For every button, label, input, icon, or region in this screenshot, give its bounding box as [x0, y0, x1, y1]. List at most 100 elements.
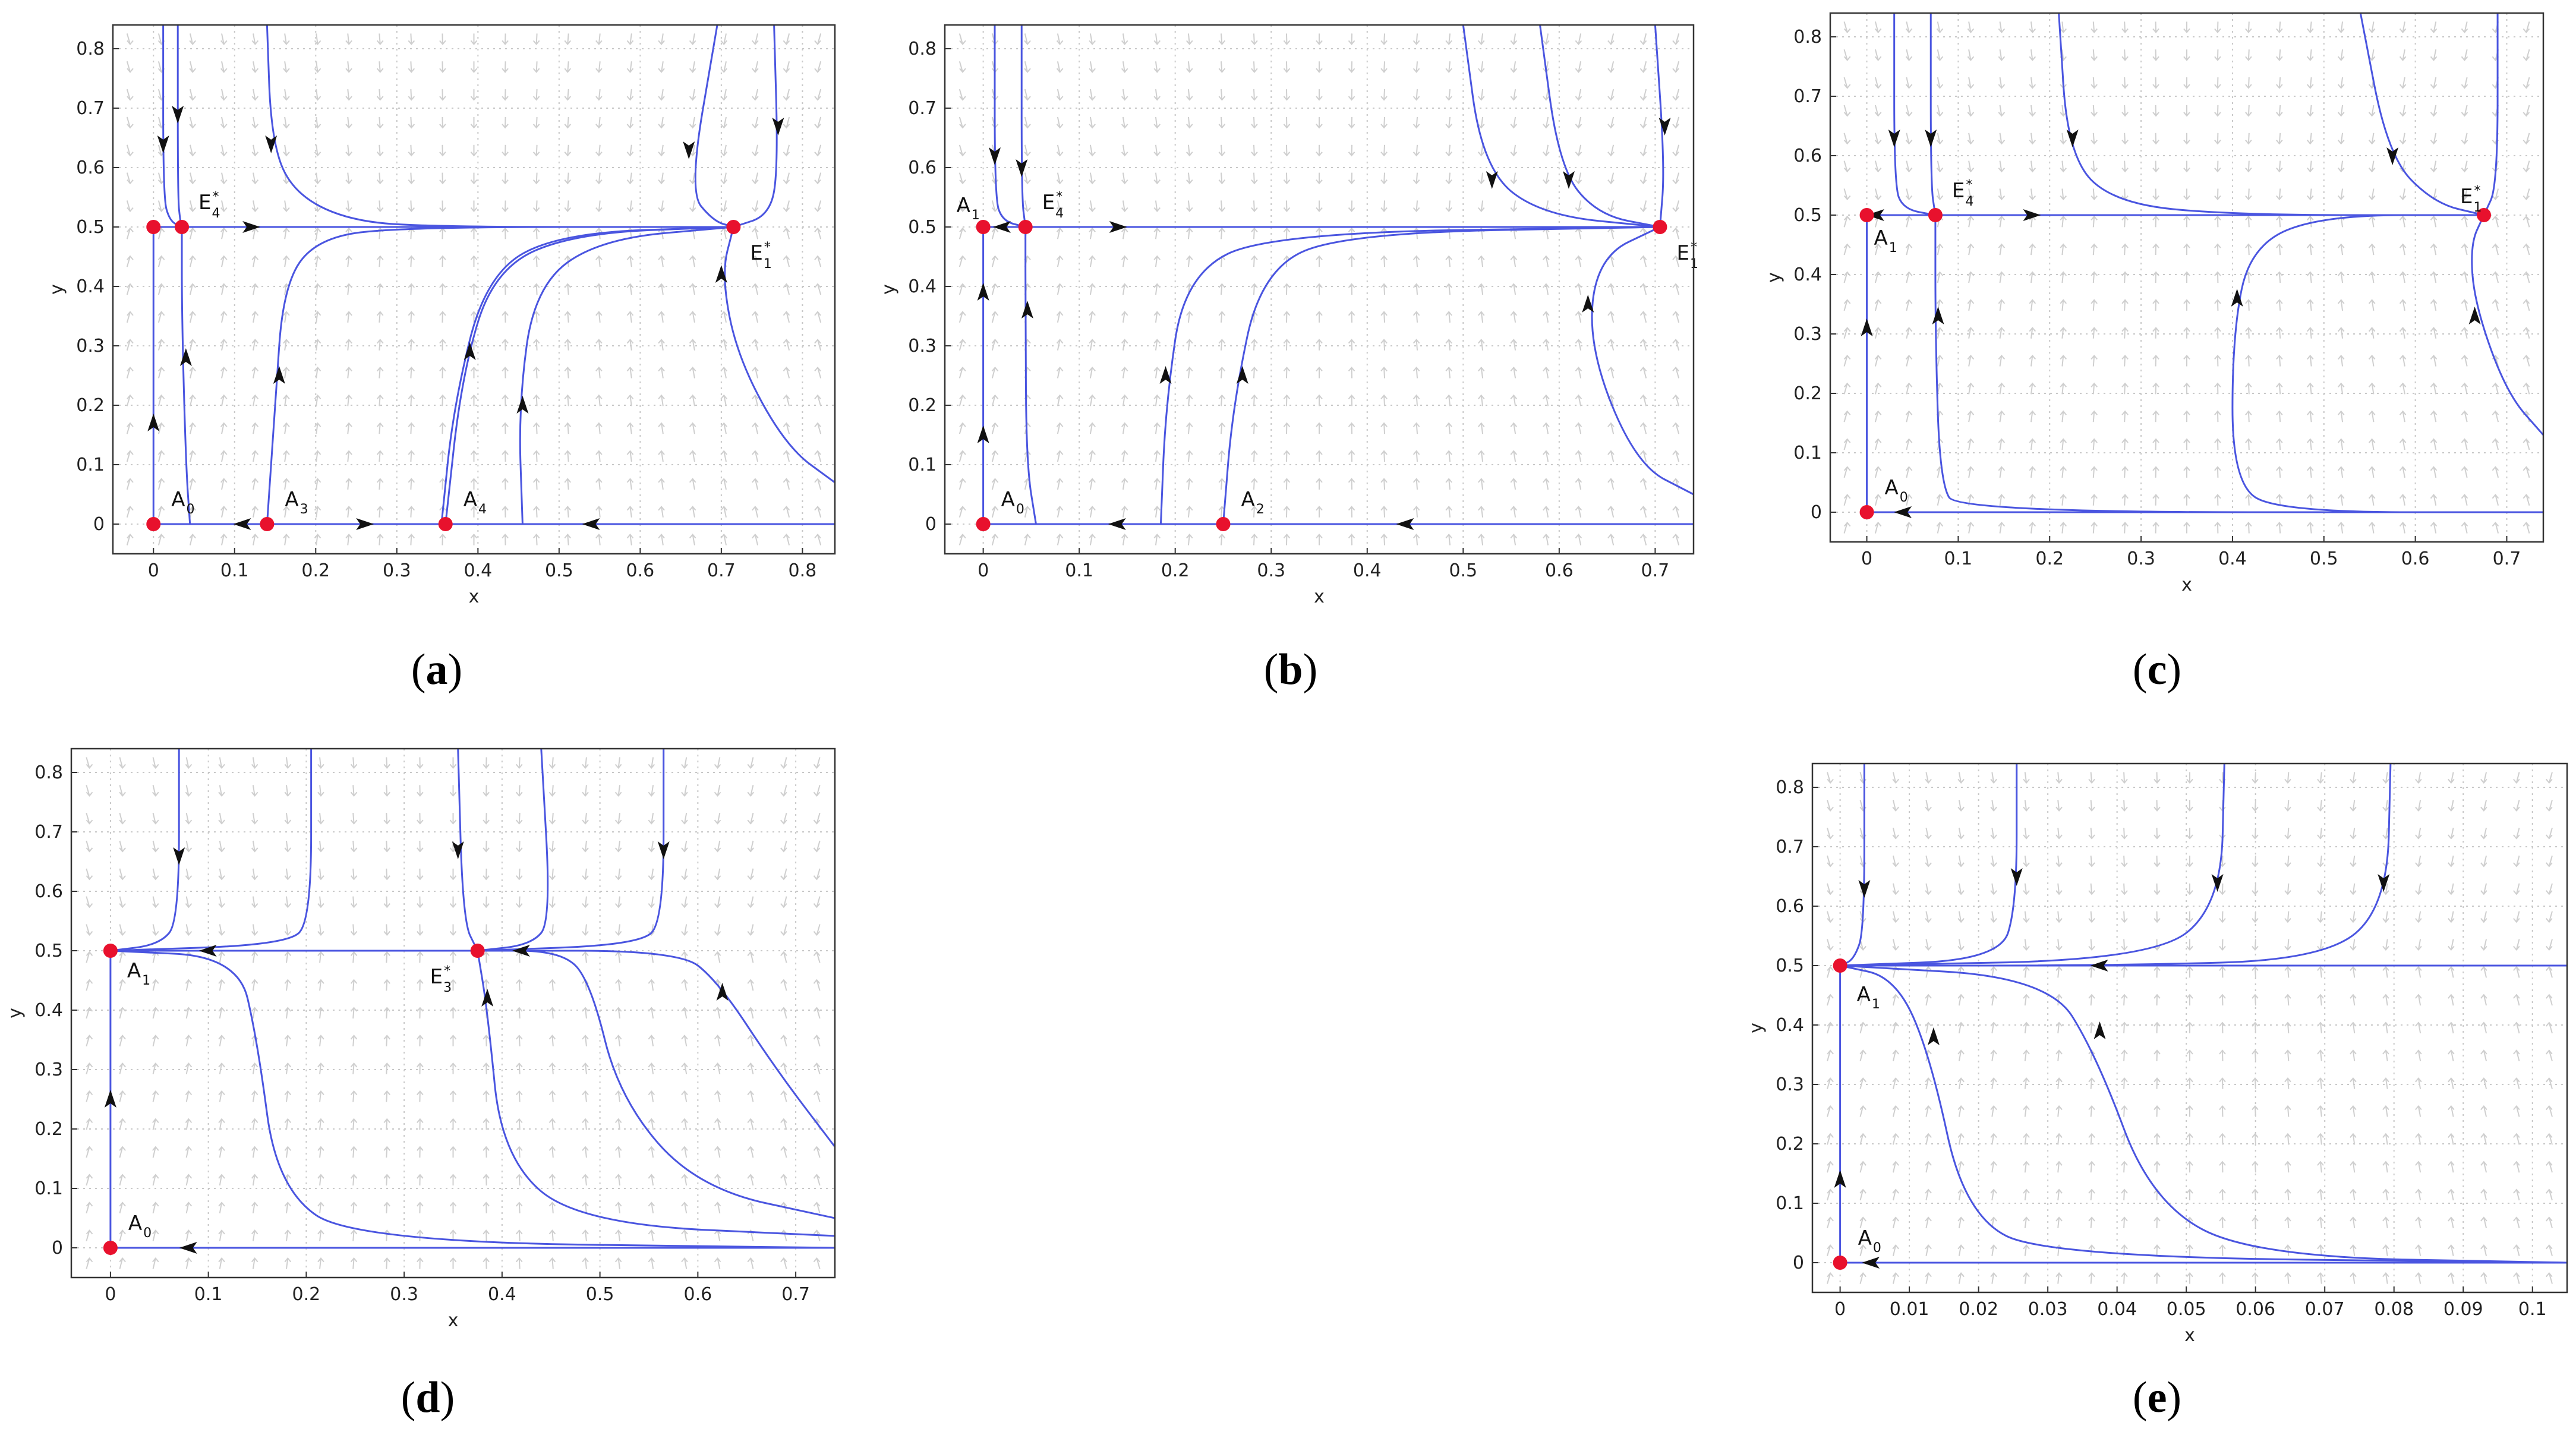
field-arrow: [221, 534, 225, 545]
field-arrowhead: [1990, 1160, 1997, 1166]
field-arrowhead: [2317, 778, 2324, 784]
field-arrowhead: [2337, 522, 2345, 527]
field-arrow: [2525, 160, 2530, 172]
field-arrowhead: [516, 1118, 523, 1124]
field-arrowhead: [483, 1118, 490, 1124]
field-arrow: [598, 311, 601, 323]
field-arrow: [119, 1174, 124, 1186]
field-arrow: [2090, 1217, 2093, 1228]
field-arrow: [221, 256, 225, 267]
field-arrow: [1642, 61, 1647, 72]
field-arrow: [119, 1146, 124, 1158]
field-arrow: [1545, 534, 1549, 545]
field-arrowhead: [218, 951, 225, 956]
point-label-sub: 1: [2473, 200, 2482, 215]
field-arrowhead: [189, 339, 196, 344]
flow-arrow: [1486, 171, 1498, 189]
field-arrowhead: [2152, 410, 2159, 415]
field-arrow: [2402, 49, 2405, 61]
field-arrow: [651, 757, 654, 768]
field-arrowhead: [2492, 327, 2499, 332]
field-arrowhead: [350, 1035, 358, 1040]
field-arrow: [252, 1202, 256, 1214]
field-arrowhead: [502, 40, 509, 45]
field-arrowhead: [2121, 327, 2129, 332]
field-arrow: [518, 980, 521, 991]
field-arrow: [991, 450, 996, 462]
field-arrowhead: [502, 450, 509, 455]
field-arrow: [347, 506, 350, 518]
field-arrow: [285, 1174, 289, 1186]
field-arrow: [1999, 105, 2003, 116]
field-arrow: [126, 339, 131, 351]
field-arrowhead: [720, 124, 727, 129]
field-arrowhead: [314, 255, 321, 260]
field-arrow: [189, 450, 194, 462]
field-arrow: [1999, 49, 2003, 61]
field-arrow: [551, 1258, 554, 1269]
phase-portrait-d: 0 0.1 0.2 0.3 0.4 0.5 0.6 0.7 0 0.1 0.2 0.3 0.4 0.5 0.…: [5, 734, 844, 1331]
field-arrowhead: [483, 847, 490, 853]
field-arrowhead: [1874, 28, 1882, 33]
field-arrowhead: [2060, 522, 2067, 527]
field-arrow: [717, 1063, 721, 1074]
field-arrowhead: [991, 366, 999, 372]
point-label-main: A: [1857, 983, 1871, 1007]
field-arrow: [2548, 939, 2553, 950]
field-arrowhead: [439, 283, 446, 288]
field-arrowhead: [2055, 806, 2063, 812]
field-arrowhead: [2492, 522, 2499, 527]
field-arrow: [2417, 1217, 2421, 1229]
field-arrow: [786, 228, 790, 239]
field-arrowhead: [2152, 522, 2159, 527]
field-arrowhead: [2060, 438, 2067, 443]
trajectory: [1020, 25, 1027, 228]
field-arrowhead: [157, 394, 165, 400]
field-arrow: [1383, 451, 1386, 462]
field-arrowhead: [1607, 339, 1615, 344]
field-arrowhead: [595, 207, 603, 213]
field-arrowhead: [626, 534, 634, 539]
field-arrow: [1999, 299, 2003, 311]
trajectory: [181, 227, 191, 525]
field-arrow: [1843, 439, 1848, 450]
field-arrowhead: [1121, 450, 1128, 455]
field-arrow: [2417, 855, 2421, 867]
field-arrowhead: [2382, 890, 2389, 895]
field-arrow: [2030, 383, 2033, 395]
field-arrowhead: [2088, 834, 2095, 840]
field-arrowhead: [317, 1229, 324, 1235]
field-arrowhead: [532, 207, 540, 213]
field-arrowhead: [813, 1174, 821, 1179]
field-arrowhead: [2368, 140, 2376, 145]
field-arrowhead: [1967, 28, 1975, 33]
field-arrow: [1827, 1161, 1831, 1173]
field-arrowhead: [408, 207, 415, 213]
field-arrow: [2450, 772, 2454, 783]
field-arrowhead: [1218, 366, 1226, 372]
field-arrowhead: [2415, 1021, 2422, 1027]
field-arrowhead: [2513, 890, 2520, 895]
field-arrow: [585, 1230, 587, 1241]
field-arrowhead: [119, 1007, 126, 1012]
field-arrow: [2515, 1273, 2520, 1284]
field-arrowhead: [1089, 179, 1096, 185]
field-arrowhead: [439, 96, 446, 101]
field-arrow: [2417, 883, 2421, 894]
trajectory: [1840, 764, 2225, 967]
field-arrow: [1545, 116, 1549, 128]
field-arrow: [1827, 911, 1831, 922]
field-arrowhead: [1089, 227, 1096, 232]
field-arrow: [958, 33, 963, 45]
point-label-sup: *: [2474, 184, 2480, 198]
field-arrow: [1122, 339, 1125, 351]
field-arrowhead: [720, 339, 727, 344]
field-arrow: [2495, 299, 2499, 311]
field-arrow: [219, 896, 223, 907]
field-arrowhead: [582, 1118, 589, 1124]
field-arrow: [723, 506, 727, 518]
field-arrowhead: [2480, 994, 2487, 999]
field-arrowhead: [658, 124, 665, 129]
field-arrowhead: [564, 207, 572, 213]
field-arrowhead: [417, 791, 424, 797]
